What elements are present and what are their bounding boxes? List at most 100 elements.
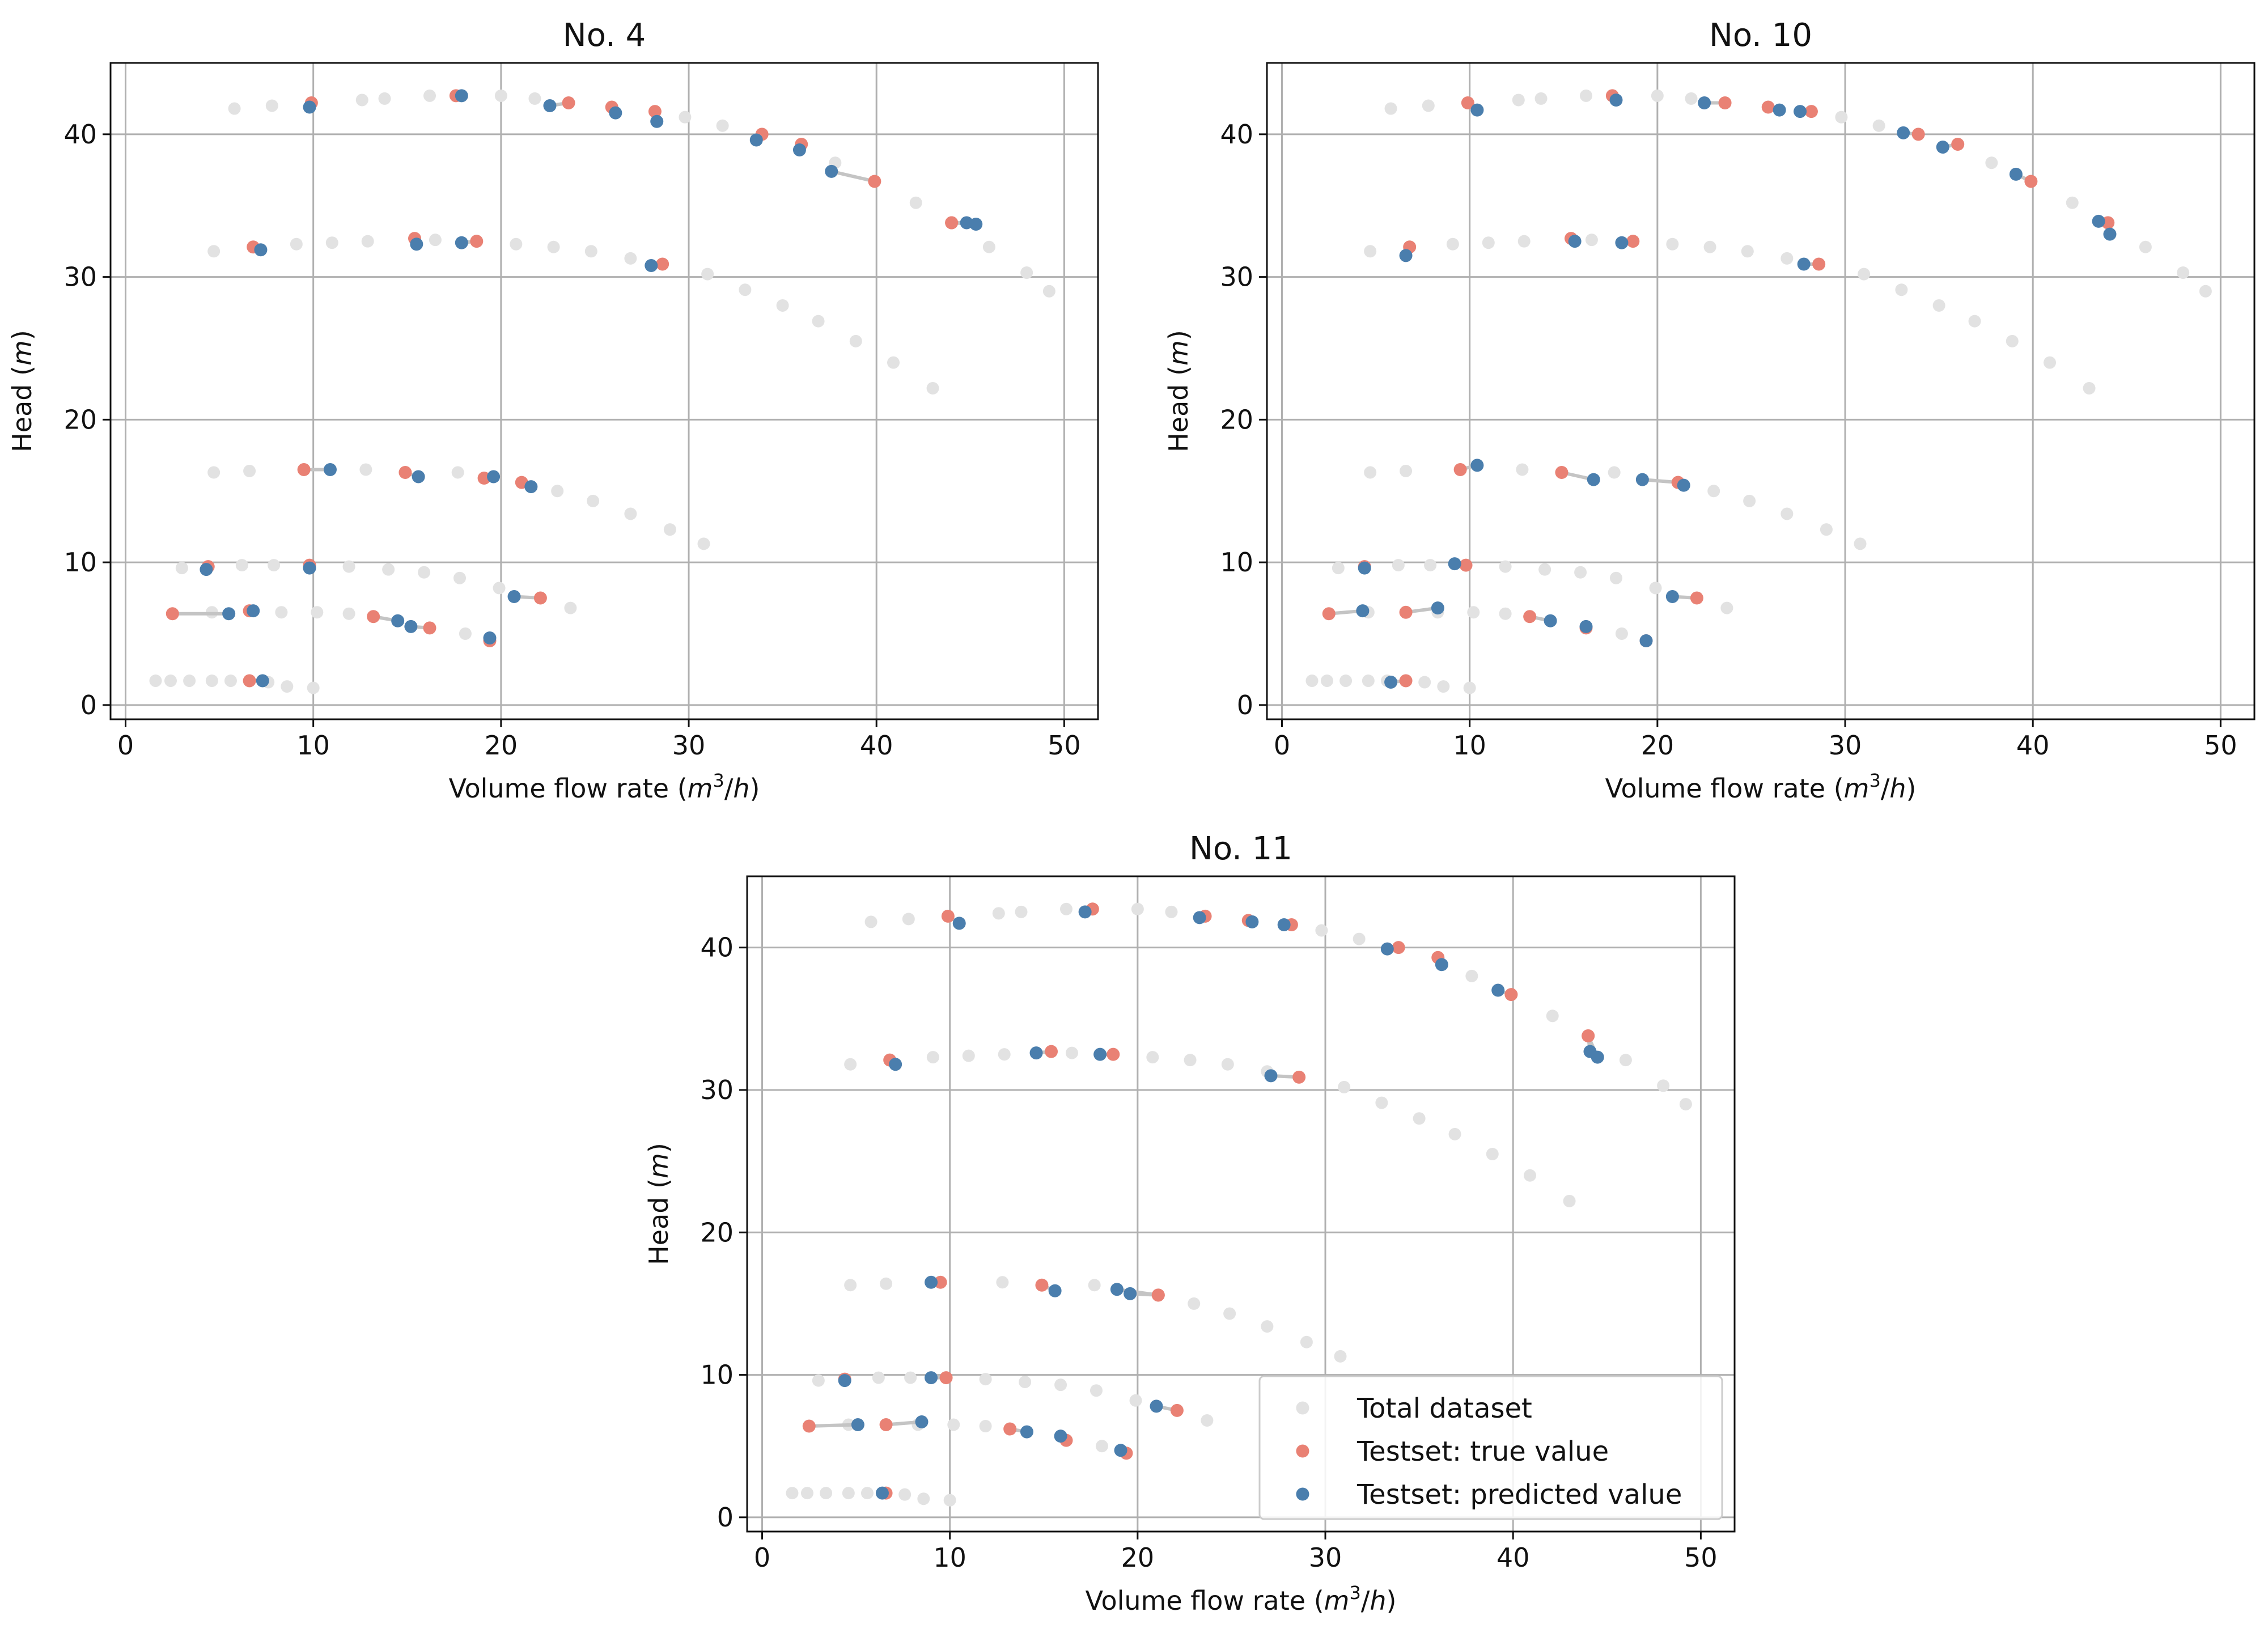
total-dataset-point xyxy=(776,299,789,312)
true-value-point xyxy=(1461,96,1474,109)
total-dataset-point xyxy=(1015,905,1028,918)
predicted-value-point xyxy=(404,620,418,633)
total-dataset-point xyxy=(1020,266,1033,279)
subplot-3: No. 11 0 10 20 30 40 50 0 10 20 30 40 Volume flow ra… xyxy=(643,830,1736,1616)
total-dataset-point xyxy=(1418,676,1431,689)
total-dataset-point xyxy=(902,913,915,926)
total-dataset-point xyxy=(992,907,1005,920)
predicted-value-point xyxy=(410,237,423,251)
true-value-point xyxy=(1626,235,1640,248)
x-tick-label: 10 xyxy=(933,1542,966,1573)
total-dataset-point xyxy=(207,466,221,479)
y-tick-label: 0 xyxy=(80,690,97,720)
total-dataset-point xyxy=(1651,89,1664,102)
x-tick-label: 50 xyxy=(2204,730,2237,761)
total-dataset-point xyxy=(1392,559,1405,572)
total-dataset-point xyxy=(1339,675,1353,688)
true-value-point xyxy=(1035,1278,1049,1292)
predicted-value-point xyxy=(1150,1399,1163,1413)
true-value-point xyxy=(1555,465,1568,479)
total-dataset-point xyxy=(1465,969,1478,982)
total-dataset-point xyxy=(2044,356,2057,369)
total-dataset-point xyxy=(739,283,752,296)
true-value-point xyxy=(1003,1422,1017,1436)
true-value-point xyxy=(1459,558,1473,572)
total-dataset-point xyxy=(947,1418,960,1431)
total-dataset-point xyxy=(451,466,464,479)
true-value-point xyxy=(1453,463,1467,476)
true-value-point xyxy=(1523,610,1537,623)
true-value-point xyxy=(166,607,179,621)
total-dataset-point xyxy=(207,245,221,258)
true-value-point xyxy=(934,1275,947,1289)
predicted-value-point xyxy=(1380,942,1394,956)
predicted-value-point xyxy=(1568,235,1582,248)
total-dataset-point xyxy=(998,1048,1011,1061)
true-value-point xyxy=(1399,605,1413,619)
total-dataset-point xyxy=(842,1487,855,1500)
total-dataset-point xyxy=(860,1487,874,1500)
predicted-value-point xyxy=(1078,905,1092,919)
total-dataset-point xyxy=(493,582,506,595)
total-dataset-point xyxy=(1968,315,1981,328)
predicted-value-point xyxy=(222,607,236,621)
total-dataset-point xyxy=(1305,675,1319,688)
predicted-value-point xyxy=(1635,473,1649,486)
predicted-value-point xyxy=(1615,236,1629,249)
predicted-value-point xyxy=(200,563,213,576)
legend-box xyxy=(1258,1375,1723,1520)
total-dataset-point xyxy=(1446,237,1459,251)
total-dataset-point xyxy=(1375,1096,1388,1109)
total-dataset-point xyxy=(1463,681,1476,694)
predicted-value-point xyxy=(875,1486,889,1500)
predicted-value-point xyxy=(256,674,269,688)
predicted-value-point xyxy=(1677,478,1690,492)
predicted-value-point xyxy=(254,243,268,257)
predicted-value-point xyxy=(412,470,425,483)
total-dataset-point xyxy=(1223,1307,1236,1320)
predicted-value-point xyxy=(1897,126,1910,139)
predicted-value-point xyxy=(1358,561,1371,575)
x-axis-label: Volume flow rate (m3/h) xyxy=(1086,1582,1397,1616)
total-dataset-point xyxy=(1703,240,1716,253)
total-dataset-point xyxy=(459,627,472,640)
legend-label: Testset: predicted value xyxy=(1356,1479,1682,1511)
predicted-value-point xyxy=(1029,1046,1043,1060)
x-tick-label: 30 xyxy=(672,730,706,761)
total-dataset-point xyxy=(1524,1169,1537,1182)
axes-frame xyxy=(109,62,1099,720)
predicted-value-point xyxy=(1936,141,1949,154)
total-dataset-point xyxy=(311,606,324,619)
total-dataset-point xyxy=(1741,245,1754,258)
total-dataset-point xyxy=(275,606,288,619)
total-dataset-point xyxy=(1512,94,1525,107)
true-value-point xyxy=(1322,607,1336,621)
predicted-value-point xyxy=(1794,105,1807,118)
total-dataset-point xyxy=(2139,240,2152,253)
total-dataset-point xyxy=(547,240,560,253)
total-dataset-point xyxy=(996,1276,1009,1289)
total-dataset-point xyxy=(1580,89,1593,102)
true-value-point xyxy=(1911,128,1925,141)
total-dataset-point xyxy=(1563,1194,1576,1207)
total-dataset-point xyxy=(1467,606,1480,619)
true-value-point xyxy=(297,463,311,476)
x-tick-label: 0 xyxy=(117,730,134,761)
total-dataset-point xyxy=(528,92,541,105)
y-tick-label: 0 xyxy=(1237,690,1253,720)
total-dataset-point xyxy=(453,571,466,584)
subplot-title: No. 4 xyxy=(563,17,646,54)
total-dataset-point xyxy=(1608,466,1621,479)
predicted-value-point xyxy=(1020,1425,1033,1439)
true-value-point xyxy=(1504,988,1518,1002)
y-tick-label: 10 xyxy=(1220,547,1253,578)
total-dataset-point xyxy=(701,268,714,281)
total-dataset-point xyxy=(1707,485,1720,498)
predicted-value-point xyxy=(1277,918,1291,931)
total-dataset-point xyxy=(1146,1051,1159,1064)
total-dataset-point xyxy=(1088,1279,1101,1292)
predicted-value-point xyxy=(1431,601,1444,615)
total-dataset-point xyxy=(1585,234,1598,247)
total-dataset-point xyxy=(243,464,256,477)
total-dataset-point xyxy=(716,119,729,132)
